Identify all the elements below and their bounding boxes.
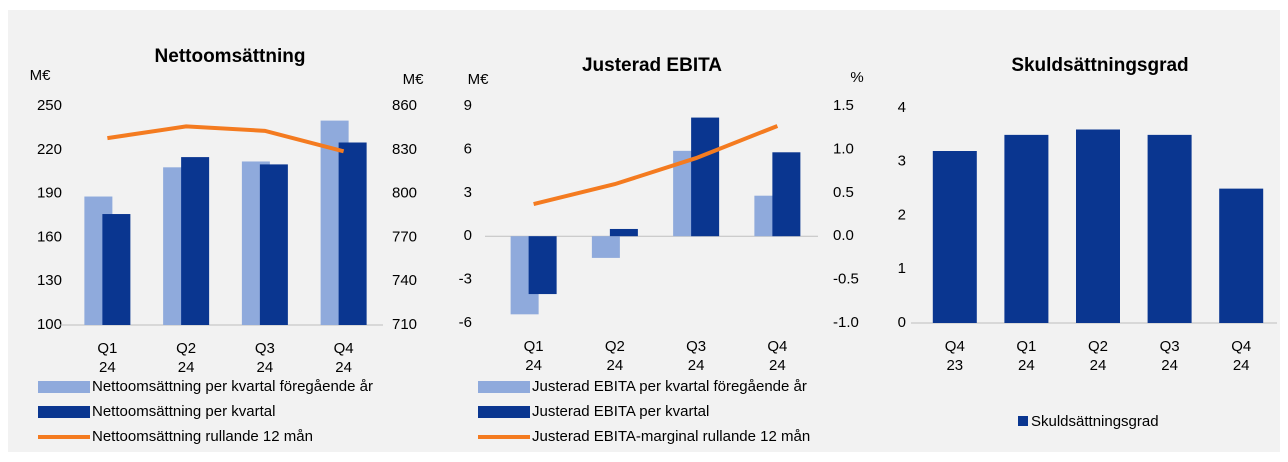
y2-tick-label: 830: [392, 141, 417, 158]
legend-label: Justerad EBITA per kvartal: [532, 403, 709, 420]
y2-tick-label: 710: [392, 316, 417, 333]
legend-swatch: [1018, 416, 1028, 426]
y-tick-label: 3: [898, 153, 906, 170]
y-tick-label: 160: [37, 228, 62, 245]
x-tick-label: Q2 24: [176, 340, 196, 376]
y2-tick-label: 1.5: [833, 97, 854, 114]
x-tick-label: Q3 24: [1160, 338, 1180, 374]
bar: [1076, 129, 1120, 323]
chart-title: Justerad EBITA: [582, 55, 722, 76]
y-axis-label: M€: [30, 67, 51, 84]
legend-swatch: [38, 381, 90, 393]
bar: [1147, 134, 1192, 323]
y-tick-label: 220: [37, 141, 62, 158]
bar: [181, 157, 210, 325]
y-axis-label: M€: [468, 71, 489, 88]
y-tick-label: 100: [37, 316, 62, 333]
line-series: [107, 124, 345, 154]
y-tick-label: 4: [898, 99, 906, 116]
x-tick-label: Q4 24: [767, 338, 787, 374]
legend-label: Justerad EBITA per kvartal föregående år: [532, 378, 807, 395]
bar: [609, 228, 638, 237]
bar: [932, 151, 977, 323]
y-tick-label: 250: [37, 97, 62, 114]
x-tick-label: Q3 24: [255, 340, 275, 376]
bar: [1219, 188, 1264, 323]
y2-tick-label: -1.0: [833, 314, 859, 331]
y2-tick-label: 860: [392, 97, 417, 114]
y-tick-label: 3: [464, 184, 472, 201]
bar: [691, 117, 720, 237]
panel-background: [8, 10, 1280, 452]
y-tick-label: 6: [464, 140, 472, 157]
legend-label: Nettoomsättning per kvartal: [92, 403, 275, 420]
bar: [528, 236, 557, 295]
x-tick-label: Q4 24: [1231, 338, 1251, 374]
bar: [338, 142, 367, 325]
y-tick-label: 1: [898, 260, 906, 277]
y2-axis-label: M€: [403, 71, 424, 88]
y-tick-label: 190: [37, 185, 62, 202]
y2-tick-label: 1.0: [833, 140, 854, 157]
x-tick-label: Q1 24: [97, 340, 117, 376]
x-tick-label: Q1 24: [1016, 338, 1036, 374]
y-tick-label: 0: [464, 227, 472, 244]
chart-title: Nettoomsättning: [155, 46, 306, 67]
legend-label: Nettoomsättning per kvartal föregående å…: [92, 378, 373, 395]
y-tick-label: 0: [898, 314, 906, 331]
x-tick-label: Q2 24: [1088, 338, 1108, 374]
legend-swatch: [38, 406, 90, 418]
y2-tick-label: 770: [392, 228, 417, 245]
x-tick-label: Q1 24: [524, 338, 544, 374]
x-tick-label: Q2 24: [605, 338, 625, 374]
chart-title: Skuldsättningsgrad: [1011, 55, 1188, 76]
bar: [102, 214, 131, 325]
x-tick-label: Q4 24: [334, 340, 354, 376]
legend-swatch: [478, 406, 530, 418]
x-tick-label: Q3 24: [686, 338, 706, 374]
y-tick-label: -3: [459, 271, 472, 288]
legend-label: Skuldsättningsgrad: [1031, 413, 1159, 430]
bar: [772, 152, 801, 237]
y2-tick-label: -0.5: [833, 271, 859, 288]
bar: [259, 164, 288, 325]
legend-swatch: [478, 381, 530, 393]
x-tick-label: Q4 23: [945, 338, 965, 374]
y-tick-label: -6: [459, 314, 472, 331]
line-series: [533, 124, 779, 207]
legend-label: Nettoomsättning rullande 12 mån: [92, 428, 313, 445]
y2-tick-label: 800: [392, 185, 417, 202]
y2-axis-label: %: [850, 69, 863, 86]
bar: [591, 236, 620, 258]
y2-tick-label: 740: [392, 272, 417, 289]
legend-label: Justerad EBITA-marginal rullande 12 mån: [532, 428, 810, 445]
y-tick-label: 2: [898, 206, 906, 223]
y-tick-label: 130: [37, 272, 62, 289]
bar: [1004, 134, 1049, 323]
y-tick-label: 9: [464, 97, 472, 114]
y2-tick-label: 0.0: [833, 227, 854, 244]
y2-tick-label: 0.5: [833, 184, 854, 201]
